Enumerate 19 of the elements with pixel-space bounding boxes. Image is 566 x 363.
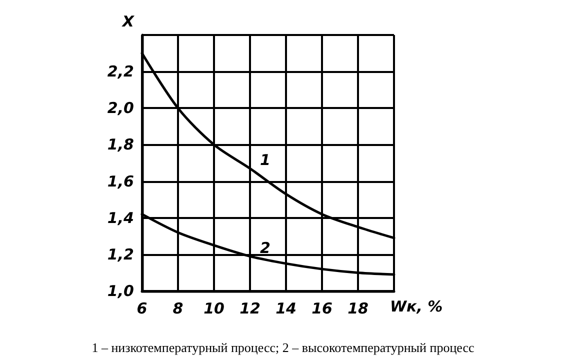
x-tick-label: 10 — [204, 300, 224, 318]
y-tick-label: 2,0 — [107, 99, 134, 118]
y-tick-label: 1,4 — [107, 208, 134, 227]
x-tick-label: 12 — [240, 300, 260, 318]
y-tick-label: 1,0 — [107, 282, 134, 300]
y-tick-label: 1,6 — [107, 172, 134, 190]
x-tick-label: 16 — [312, 300, 332, 318]
text: 1 – низкотемпературный процесс; 2 – высокотемпературный процесс — [92, 340, 475, 355]
x-tick-label: 14 — [276, 300, 296, 318]
y-tick-label: 1,8 — [107, 136, 134, 154]
series-label: 1 — [260, 150, 270, 169]
y-axis-title: X — [121, 12, 136, 30]
y-tick-label: 2,2 — [107, 62, 134, 81]
x-tick-label: 8 — [172, 300, 184, 318]
series-label: 2 — [260, 238, 270, 257]
y-tick-label: 1,2 — [107, 245, 134, 264]
x-tick-label: 6 — [136, 300, 148, 318]
x-tick-label: 18 — [348, 300, 368, 318]
x-axis-title: Wк, % — [390, 298, 443, 316]
